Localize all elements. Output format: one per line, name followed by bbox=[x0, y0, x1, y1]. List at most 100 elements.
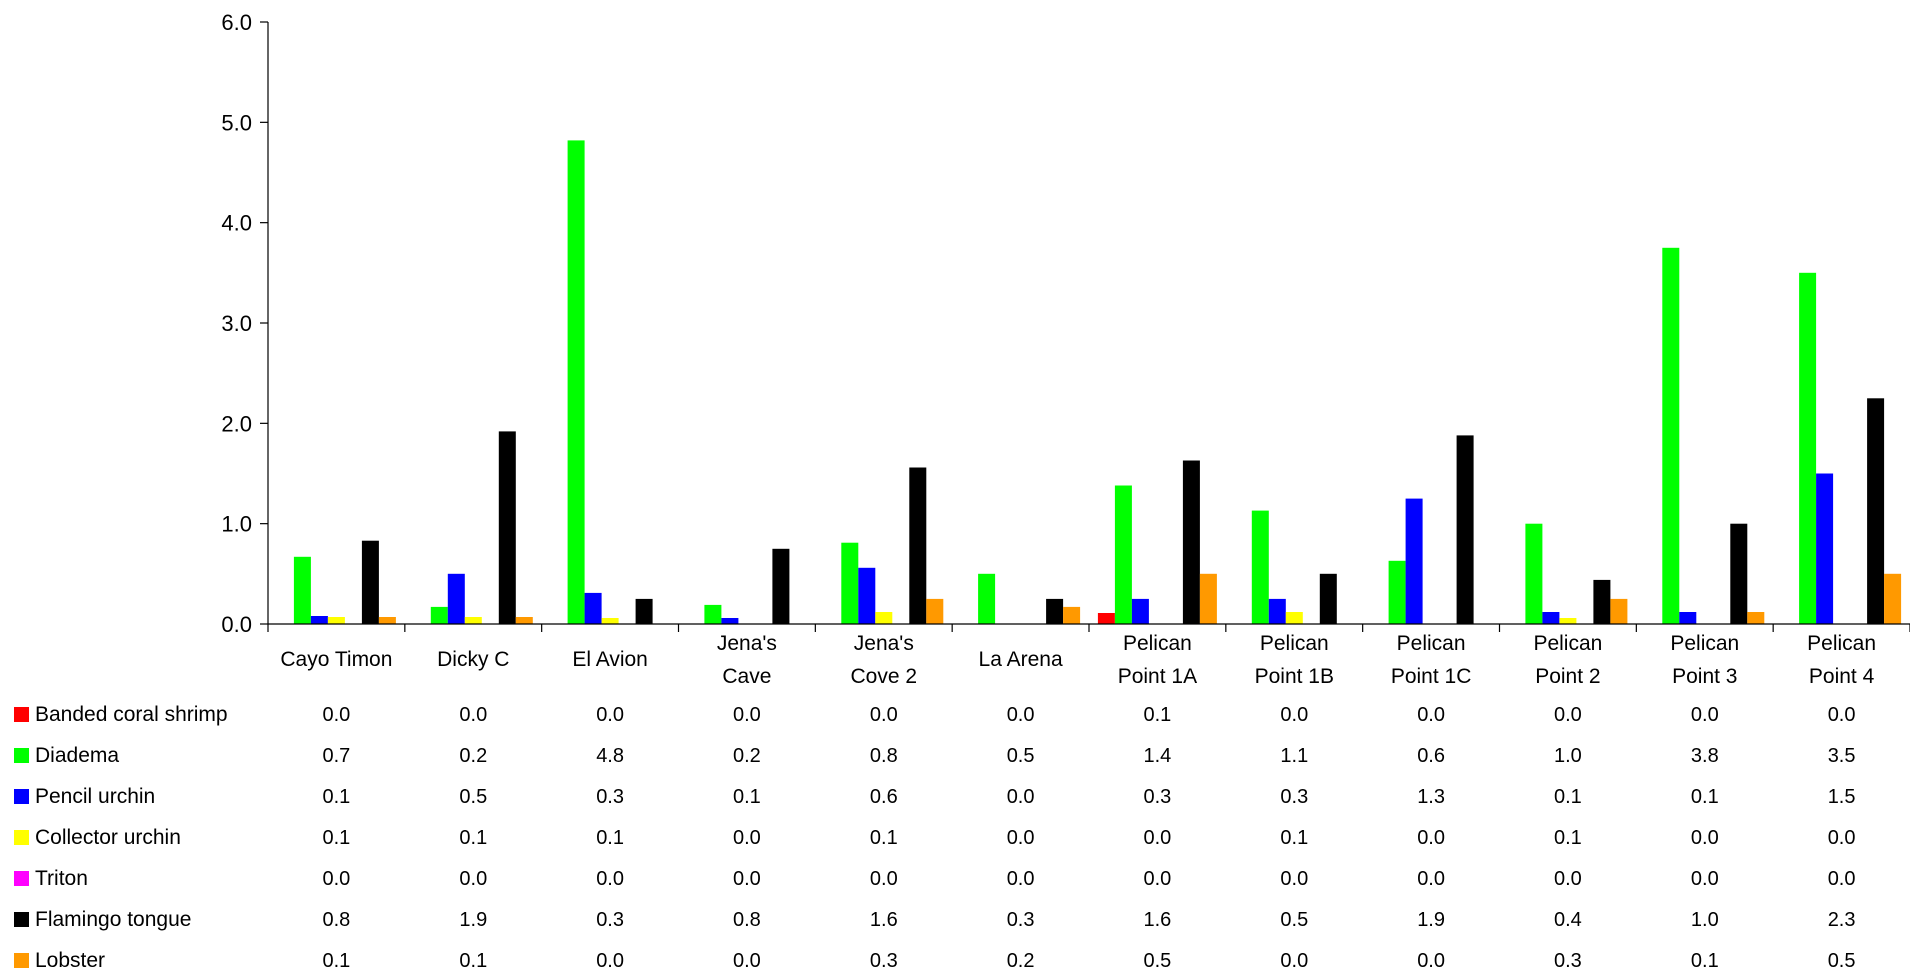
y-tick-label: 3.0 bbox=[221, 311, 252, 336]
bar-lobster-2 bbox=[515, 617, 533, 624]
bars-layer bbox=[293, 140, 1902, 625]
bar-flamingo-tongue-9 bbox=[1456, 435, 1474, 624]
bar-flamingo-tongue-12 bbox=[1867, 398, 1885, 625]
bar-pencil-urchin-9 bbox=[1405, 498, 1423, 624]
table-cell: 0.0 bbox=[1691, 704, 1719, 726]
bar-collector-urchin-2 bbox=[464, 617, 482, 624]
table-cell: 2.3 bbox=[1828, 909, 1856, 931]
bar-pencil-urchin-1 bbox=[310, 616, 328, 624]
table-cell: 3.8 bbox=[1691, 745, 1719, 767]
bar-collector-urchin-1 bbox=[327, 617, 345, 624]
table-cell: 1.3 bbox=[1417, 786, 1445, 808]
category-label: El Avion bbox=[572, 648, 648, 671]
table-cell: 0.0 bbox=[733, 950, 761, 972]
table-cell: 0.0 bbox=[596, 950, 624, 972]
category-label: Pelican bbox=[1123, 632, 1192, 655]
category-label: Cave bbox=[722, 665, 771, 688]
table-cell: 0.0 bbox=[322, 704, 350, 726]
category-label: Point 2 bbox=[1535, 665, 1600, 688]
table-cell: 0.3 bbox=[1554, 950, 1582, 972]
table-cell: 0.0 bbox=[1007, 827, 1035, 849]
table-cell: 0.1 bbox=[1143, 704, 1171, 726]
table-cell: 0.1 bbox=[322, 786, 350, 808]
table-cell: 1.1 bbox=[1280, 745, 1308, 767]
bar-pencil-urchin-8 bbox=[1268, 598, 1286, 624]
table-cell: 0.0 bbox=[870, 868, 898, 890]
category-label: Pelican bbox=[1397, 632, 1466, 655]
table-cell: 0.0 bbox=[1828, 868, 1856, 890]
bar-diadema-5 bbox=[841, 542, 859, 624]
table-cell: 0.0 bbox=[1554, 704, 1582, 726]
table-cell: 0.0 bbox=[1417, 704, 1445, 726]
table-cell: 0.0 bbox=[1007, 704, 1035, 726]
y-tick-label: 2.0 bbox=[221, 411, 252, 436]
table-cell: 0.1 bbox=[1691, 950, 1719, 972]
legend-label: Triton bbox=[35, 867, 88, 890]
table-cell: 0.0 bbox=[459, 704, 487, 726]
bar-lobster-10 bbox=[1610, 598, 1628, 624]
legend-label: Flamingo tongue bbox=[35, 908, 191, 931]
bar-diadema-4 bbox=[704, 604, 722, 624]
bar-diadema-2 bbox=[430, 606, 448, 624]
bar-flamingo-tongue-4 bbox=[772, 548, 790, 625]
table-cell: 0.1 bbox=[322, 950, 350, 972]
bar-pencil-urchin-11 bbox=[1679, 612, 1697, 624]
table-cell: 0.8 bbox=[870, 745, 898, 767]
table-cell: 0.8 bbox=[733, 909, 761, 931]
table-cell: 0.1 bbox=[1554, 827, 1582, 849]
table-cell: 0.0 bbox=[1280, 950, 1308, 972]
table-cell: 4.8 bbox=[596, 745, 624, 767]
bar-banded-coral-shrimp-7 bbox=[1097, 613, 1115, 624]
table-cell: 0.0 bbox=[596, 704, 624, 726]
table-cell: 1.9 bbox=[1417, 909, 1445, 931]
table-cell: 0.3 bbox=[1143, 786, 1171, 808]
bar-flamingo-tongue-8 bbox=[1319, 573, 1337, 624]
table-cell: 0.2 bbox=[733, 745, 761, 767]
bar-collector-urchin-5 bbox=[875, 612, 893, 624]
category-label: Jena's bbox=[854, 632, 914, 655]
bar-flamingo-tongue-1 bbox=[361, 540, 379, 624]
table-cell: 0.0 bbox=[1280, 704, 1308, 726]
data-table: Banded coral shrimp 0.0 0.0 0.0 0.0 0.0 0.0 0.1… bbox=[14, 703, 1856, 972]
table-cell: 0.1 bbox=[459, 827, 487, 849]
y-tick-label: 1.0 bbox=[221, 512, 252, 537]
bar-diadema-7 bbox=[1114, 485, 1132, 624]
bar-diadema-8 bbox=[1251, 510, 1269, 624]
table-cell: 0.3 bbox=[596, 909, 624, 931]
bar-pencil-urchin-7 bbox=[1131, 598, 1149, 624]
legend-label: Collector urchin bbox=[35, 826, 181, 849]
table-cell: 0.5 bbox=[1007, 745, 1035, 767]
table-cell: 0.0 bbox=[1143, 868, 1171, 890]
legend-key-collector-urchin bbox=[14, 830, 29, 845]
bar-pencil-urchin-4 bbox=[721, 618, 739, 624]
bar-flamingo-tongue-5 bbox=[909, 467, 927, 624]
table-cell: 0.6 bbox=[870, 786, 898, 808]
table-cell: 3.5 bbox=[1828, 745, 1856, 767]
category-label: Cayo Timon bbox=[280, 648, 392, 671]
table-cell: 0.0 bbox=[322, 868, 350, 890]
y-tick-label: 0.0 bbox=[221, 612, 252, 637]
table-cell: 0.0 bbox=[733, 704, 761, 726]
bar-flamingo-tongue-6 bbox=[1046, 598, 1064, 624]
bar-pencil-urchin-12 bbox=[1816, 473, 1834, 624]
table-cell: 0.3 bbox=[596, 786, 624, 808]
table-cell: 0.1 bbox=[1554, 786, 1582, 808]
labels-layer: 0.0 1.0 2.0 3.0 4.0 5.0 6.0 Cayo Timon Dicky C El… bbox=[221, 10, 1876, 688]
table-cell: 0.0 bbox=[1691, 868, 1719, 890]
table-cell: 0.3 bbox=[870, 950, 898, 972]
table-cell: 1.5 bbox=[1828, 786, 1856, 808]
category-label: Pelican bbox=[1670, 632, 1739, 655]
bar-flamingo-tongue-10 bbox=[1593, 579, 1611, 624]
table-cell: 0.0 bbox=[1143, 827, 1171, 849]
category-label: Dicky C bbox=[437, 648, 509, 671]
bar-pencil-urchin-10 bbox=[1542, 612, 1560, 624]
table-cell: 1.0 bbox=[1691, 909, 1719, 931]
table-cell: 0.0 bbox=[1828, 704, 1856, 726]
table-cell: 0.7 bbox=[322, 745, 350, 767]
bar-lobster-1 bbox=[378, 617, 396, 624]
table-cell: 0.0 bbox=[733, 827, 761, 849]
bar-pencil-urchin-5 bbox=[858, 567, 876, 624]
table-cell: 0.1 bbox=[1691, 786, 1719, 808]
legend-key-banded-coral-shrimp bbox=[14, 707, 29, 722]
